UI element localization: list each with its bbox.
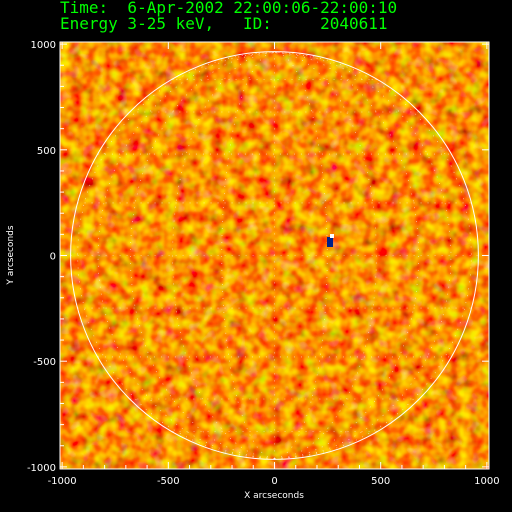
x-tick-label: -500: [157, 476, 180, 487]
flare-source: [327, 234, 334, 247]
y-tick-label: -500: [33, 357, 56, 368]
solar-limb: [70, 51, 479, 460]
heliographic-grid: [70, 52, 479, 459]
energy-line: Energy 3-25 keV, ID: 2040611: [60, 14, 388, 33]
y-tick-label: 1000: [31, 40, 56, 51]
y-axis-title: Y arcseconds: [6, 225, 16, 285]
flare-dark-kernel: [327, 237, 333, 247]
x-tick-label: 500: [371, 476, 390, 487]
time-line: Time: 6-Apr-2002 22:00:06-22:00:10: [60, 0, 398, 17]
y-tick-label: 0: [50, 252, 56, 263]
x-tick-label: 1000: [474, 476, 499, 487]
x-tick-label: 0: [271, 476, 277, 487]
x-axis-title: X arcseconds: [244, 491, 304, 501]
y-tick-label: 500: [37, 146, 56, 157]
axis-ticks: -1000 -500 0 500 1000 1000 500 0 -500 -1000: [27, 40, 500, 487]
longitude-line: [172, 52, 275, 459]
x-tick-label: -1000: [48, 476, 77, 487]
flare-bright-kernel: [330, 234, 334, 238]
longitude-line: [274, 52, 377, 459]
image-area: [60, 42, 489, 469]
y-tick-label: -1000: [27, 463, 56, 474]
